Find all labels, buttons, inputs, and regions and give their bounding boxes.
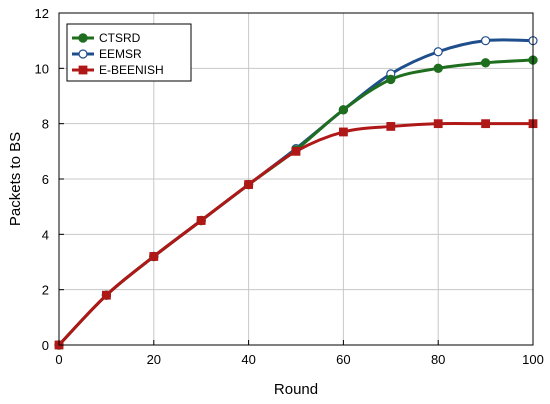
series-ctsrd — [54, 55, 538, 350]
series-e-beenish — [54, 119, 538, 350]
x-tick-label: 40 — [241, 352, 255, 367]
axis-ticks: 0 20 40 60 80 100 0 2 4 6 8 10 12 — [35, 6, 544, 367]
legend: CTSRD EEMSR E-BEENISH — [66, 23, 192, 82]
data-point-e-beenish — [481, 119, 491, 129]
x-tick-label: 60 — [336, 352, 350, 367]
y-tick-label: 4 — [42, 227, 49, 242]
series-line-eemsr — [57, 38, 534, 347]
data-point-eemsr — [433, 47, 443, 57]
data-point-e-beenish — [196, 216, 206, 225]
y-tick-label: 10 — [35, 61, 49, 76]
x-tick-label: 0 — [55, 352, 62, 367]
data-point-e-beenish — [291, 146, 301, 156]
data-point-e-beenish — [433, 119, 443, 129]
legend-marker-ctsrd — [78, 33, 88, 43]
data-point-e-beenish — [386, 122, 396, 131]
y-tick-label: 6 — [42, 172, 49, 187]
data-point-e-beenish — [102, 290, 111, 300]
x-tick-label: 20 — [147, 352, 161, 367]
y-tick-label: 12 — [35, 6, 49, 21]
series-eemsr — [54, 36, 538, 350]
x-tick-label: 80 — [431, 352, 445, 367]
legend-label-ctsrd: CTSRD — [99, 31, 141, 45]
data-point-ctsrd — [338, 105, 349, 115]
legend-label-e-beenish: E-BEENISH — [99, 63, 164, 77]
x-tick-label: 100 — [522, 352, 544, 367]
data-point-e-beenish — [149, 252, 159, 261]
legend-label-eemsr: EEMSR — [99, 47, 142, 61]
y-tick-label: 0 — [42, 338, 49, 353]
y-axis-title: Packets to BS — [7, 132, 24, 226]
y-tick-label: 8 — [42, 117, 49, 132]
data-point-ctsrd — [480, 58, 491, 68]
legend-marker-eemsr — [78, 49, 88, 59]
data-point-ctsrd — [386, 74, 396, 85]
y-tick-label: 2 — [42, 283, 49, 298]
data-point-ctsrd — [433, 63, 443, 74]
data-point-e-beenish — [244, 180, 254, 189]
series-line-ctsrd — [57, 58, 534, 347]
series-layer — [54, 36, 538, 350]
legend-marker-e-beenish — [78, 65, 88, 75]
data-point-e-beenish — [338, 127, 348, 137]
x-axis-title: Round — [274, 381, 318, 398]
data-point-eemsr — [481, 36, 491, 46]
